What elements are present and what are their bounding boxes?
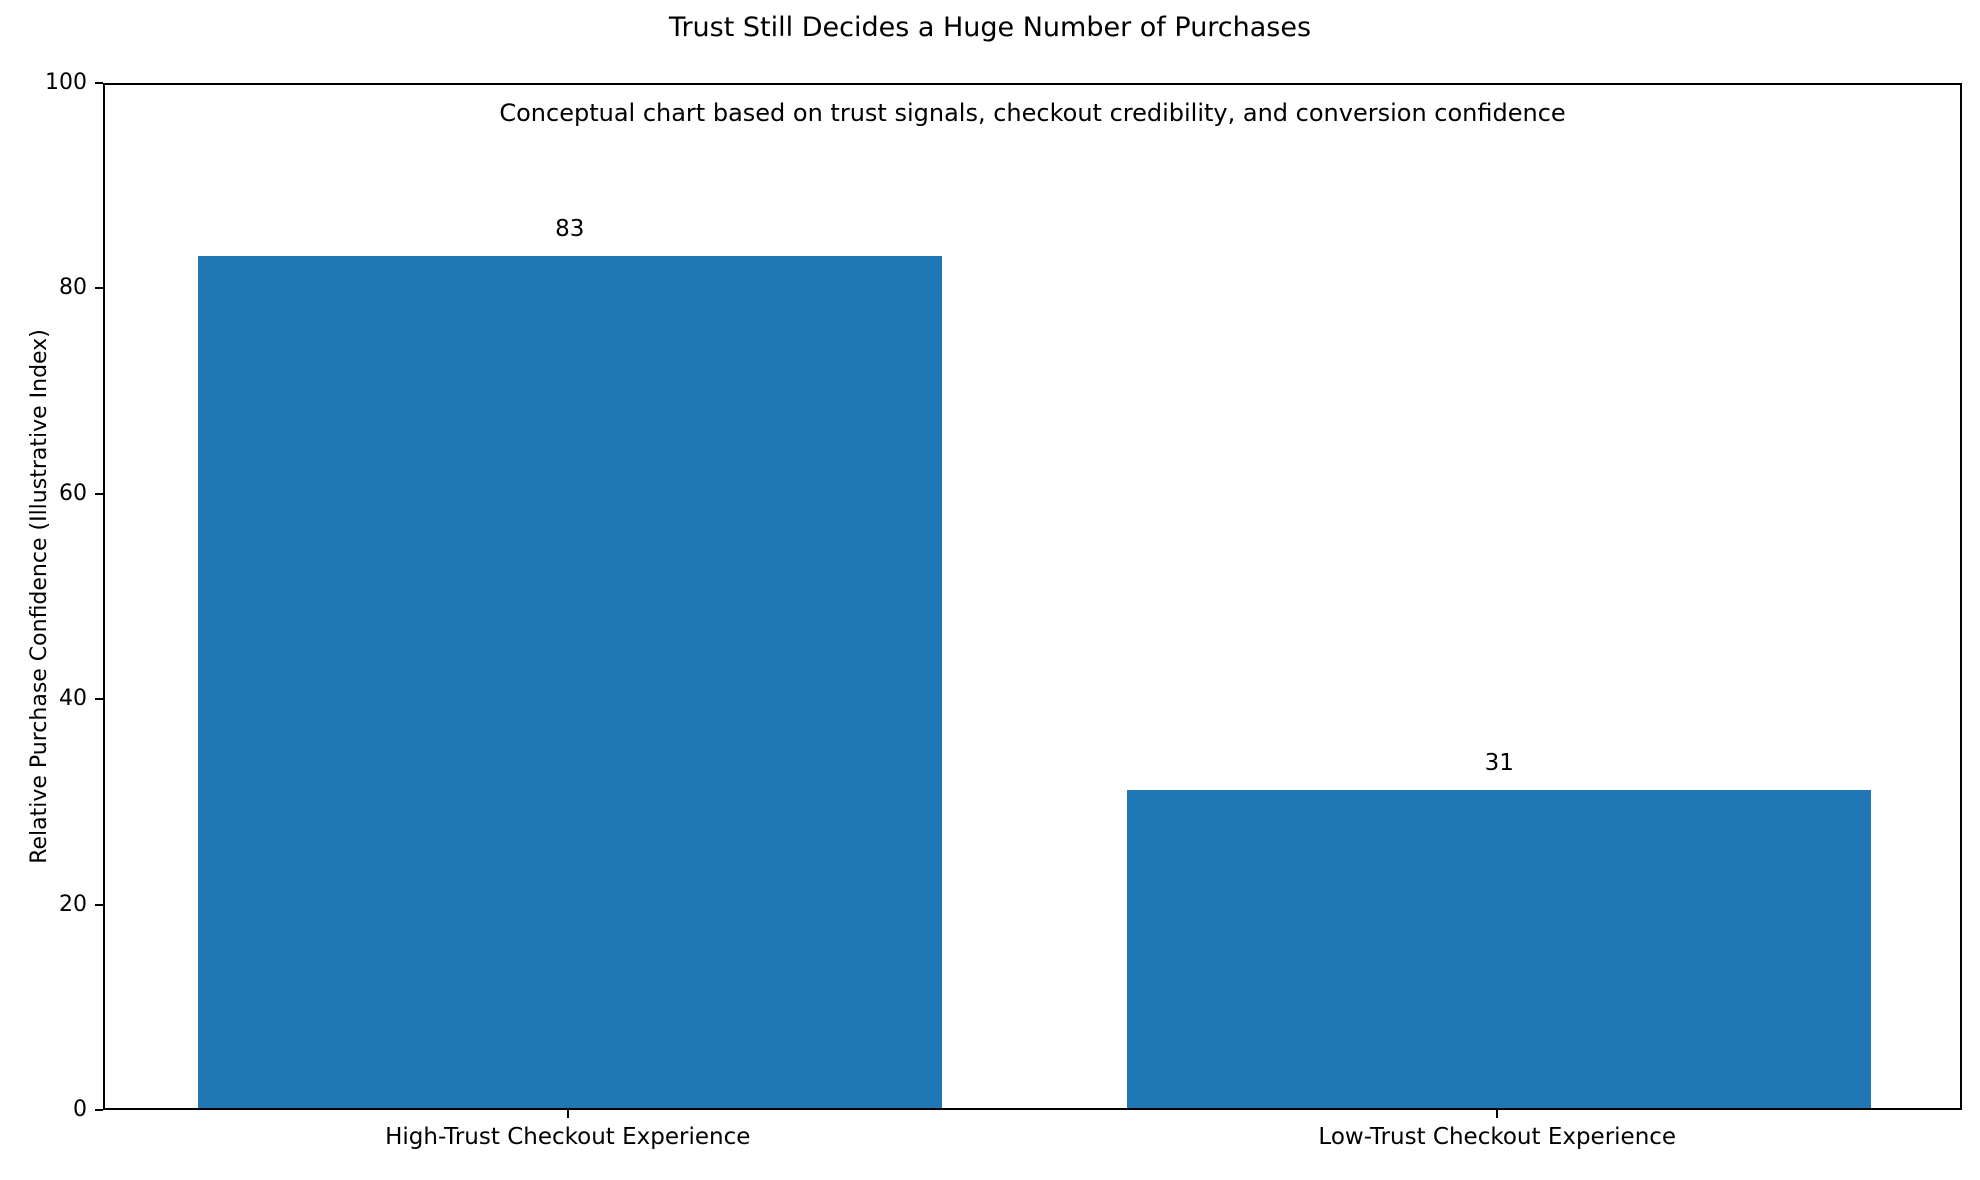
y-tick-label: 20 (59, 891, 87, 917)
y-tick-label: 100 (45, 70, 87, 95)
x-tick-label: High-Trust Checkout Experience (385, 1124, 751, 1150)
y-tick-mark (95, 492, 103, 495)
y-tick-mark (95, 82, 103, 84)
x-tick-label: Low-Trust Checkout Experience (1318, 1124, 1677, 1150)
y-tick-label: 0 (73, 1097, 87, 1122)
y-tick-mark (95, 1109, 103, 1111)
y-tick-mark (95, 698, 103, 701)
bar[interactable] (1127, 789, 1872, 1108)
bar-value-label: 83 (555, 215, 585, 242)
y-tick-label: 60 (59, 480, 87, 506)
chart-subtitle: Conceptual chart based on trust signals,… (499, 99, 1566, 127)
plot-area: Conceptual chart based on trust signals,… (103, 83, 1962, 1110)
y-axis-ticks: 0 20 40 60 80 100 (0, 70, 103, 1122)
y-tick-label: 80 (59, 275, 87, 301)
bar-value-label: 31 (1484, 749, 1514, 776)
x-axis-ticks: High-Trust Checkout Experience Low-Trust … (103, 1110, 1962, 1180)
bar[interactable] (197, 255, 942, 1108)
y-tick-mark (95, 903, 103, 906)
y-tick-mark (95, 287, 103, 290)
x-tick-mark (1496, 1110, 1499, 1118)
x-tick-mark (566, 1110, 569, 1118)
y-tick-label: 40 (59, 686, 87, 712)
chart-title: Trust Still Decides a Huge Number of Pur… (668, 12, 1312, 43)
